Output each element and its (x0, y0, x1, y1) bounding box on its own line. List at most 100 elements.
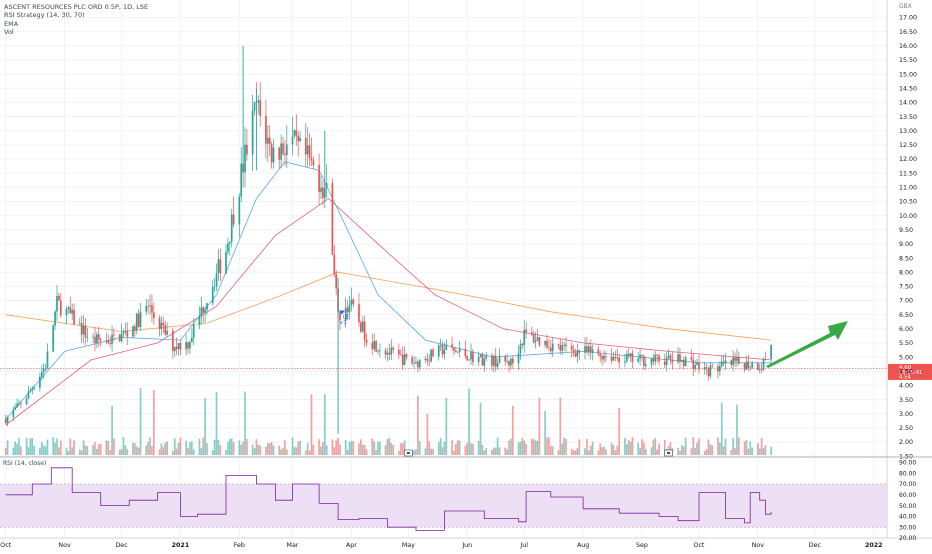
candle-body (333, 254, 336, 275)
candle-body (644, 364, 647, 366)
candle-body (198, 315, 201, 325)
candle-body (259, 100, 262, 116)
volume-bar (204, 398, 206, 455)
volume-bar (33, 445, 36, 455)
volume-bar (629, 441, 632, 455)
candle-body (145, 305, 148, 312)
volume-bar (363, 444, 366, 455)
candle-body (745, 361, 748, 370)
legend-rsi-strategy[interactable]: RSI Strategy (14, 30, 70) (4, 11, 85, 20)
volume-bar (386, 439, 389, 455)
volume-bar (530, 438, 533, 455)
volume-bar (323, 394, 326, 455)
candle-body (244, 144, 246, 173)
candle-body (443, 349, 446, 355)
volume-bar (54, 442, 56, 455)
rsi-pane: RSI (14, close) (0, 460, 887, 531)
time-tick-label: Nov (58, 542, 71, 549)
volume-bar (390, 443, 393, 455)
candle-body (164, 324, 167, 335)
candle-body (211, 286, 214, 304)
price-tick-label: 8.50 (899, 255, 913, 262)
candle-body (665, 357, 668, 365)
candle-body (363, 321, 366, 341)
volume-bar (118, 449, 121, 455)
candle-body (696, 362, 698, 366)
candle-body (534, 340, 537, 343)
candle-body (175, 346, 178, 350)
time-tick-label: Feb (234, 542, 245, 549)
volume-bar (738, 437, 740, 455)
volume-bar (158, 449, 161, 455)
candle-body (519, 343, 522, 354)
volume-bar (456, 440, 459, 455)
volume-bar (255, 439, 258, 455)
candle-body (523, 329, 526, 346)
volume-bar (202, 437, 205, 455)
candle-body (734, 357, 736, 361)
volume-bar (519, 441, 522, 455)
volume-bar (80, 450, 83, 455)
volume-bar (379, 441, 381, 455)
candle-body (158, 317, 161, 330)
candle-body (16, 403, 18, 408)
volume-bar (227, 442, 229, 455)
volume-bar (561, 443, 564, 455)
volume-bar (192, 449, 195, 455)
volume-bar (306, 443, 309, 455)
signal-marker (338, 310, 345, 315)
volume-bar (650, 447, 653, 455)
volume-bar (445, 397, 448, 455)
candle-body (732, 357, 735, 365)
volume-bar (637, 442, 640, 455)
signal-label: LE (343, 314, 349, 320)
candle-body (525, 329, 527, 333)
candle-body (189, 342, 191, 349)
candle-body (331, 183, 334, 255)
volume-bar (122, 437, 125, 455)
legend-symbol[interactable]: ASCENT RESOURCES PLC ORD 0.5P, 1D, LSE (4, 3, 149, 11)
volume-bar (705, 449, 708, 455)
candle-body (624, 361, 626, 363)
candle-body (390, 347, 393, 355)
candle-body (297, 135, 300, 142)
volume-bar (451, 440, 453, 455)
volume-bar (692, 437, 695, 455)
volume-bar (18, 438, 20, 455)
candle-body (215, 273, 218, 287)
legend-ema[interactable]: EMA (4, 19, 19, 28)
candle-body (270, 144, 273, 163)
candle-body (232, 214, 235, 225)
time-tick-label: Mar (287, 542, 299, 549)
candle-body (384, 350, 387, 355)
price-tick-label: 2.50 (899, 425, 913, 432)
volume-bar (492, 447, 495, 455)
rsi-tick-label: 30.00 (899, 524, 916, 531)
volume-bar (371, 438, 374, 455)
volume-bar (388, 437, 391, 455)
volume-bar (272, 445, 275, 455)
price-tick-label: 6.50 (899, 312, 913, 319)
candle-body (730, 360, 733, 365)
legend-volume[interactable]: Vol (4, 27, 14, 36)
volume-bar (549, 445, 552, 455)
ema-fast-line (5, 161, 772, 420)
volume-bar (652, 439, 655, 455)
candle-body (185, 342, 187, 350)
candle-body (291, 136, 294, 145)
volume-bar (109, 449, 112, 455)
candle-body (758, 369, 761, 371)
volume-bar (392, 444, 395, 455)
candle-body (14, 407, 17, 410)
candle-body (361, 321, 364, 332)
price-tick-label: 16.00 (899, 43, 917, 50)
volume-bar (105, 440, 108, 455)
volume-bar (466, 442, 469, 455)
volume-bar (284, 440, 286, 455)
candle-body (707, 368, 710, 377)
volume-bar (548, 437, 550, 455)
candle-body (377, 351, 379, 352)
volume-bar (147, 441, 149, 455)
